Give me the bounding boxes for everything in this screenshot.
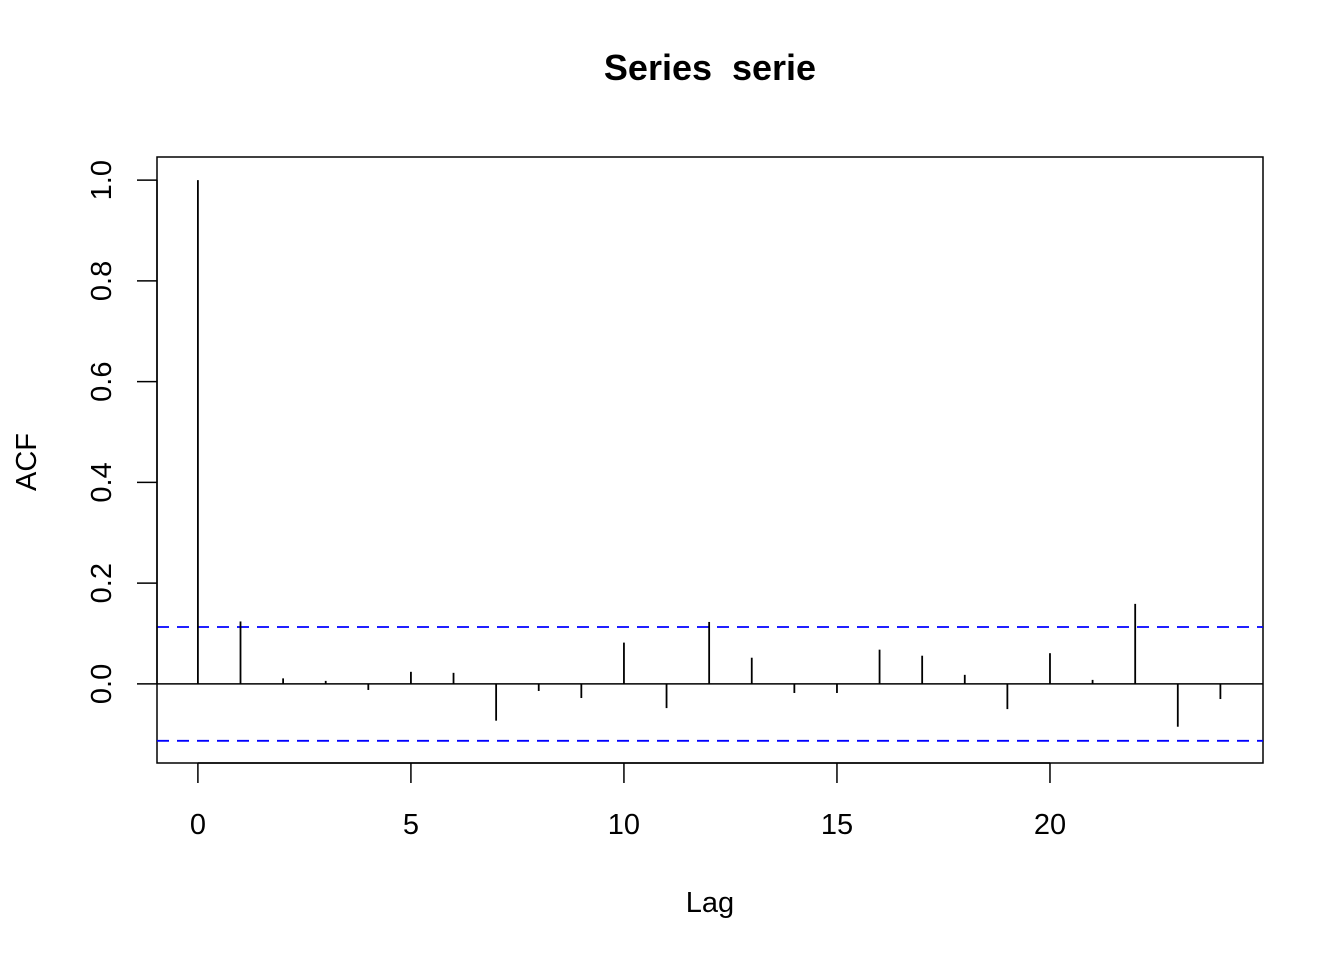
x-tick-label: 10 [608, 809, 640, 841]
x-tick-label: 15 [821, 809, 853, 841]
chart-title: Series serie [604, 47, 816, 88]
y-tick-label: 0.4 [86, 462, 118, 502]
x-axis-label: Lag [686, 887, 734, 919]
y-axis-label: ACF [11, 433, 43, 491]
y-tick-label: 0.6 [86, 362, 118, 402]
y-tick-label: 0.0 [86, 664, 118, 704]
y-tick-label: 0.8 [86, 261, 118, 301]
y-tick-label: 0.2 [86, 563, 118, 603]
x-tick-label: 20 [1034, 809, 1066, 841]
x-tick-label: 0 [190, 809, 206, 841]
x-tick-label: 5 [403, 809, 419, 841]
y-tick-label: 1.0 [86, 160, 118, 200]
